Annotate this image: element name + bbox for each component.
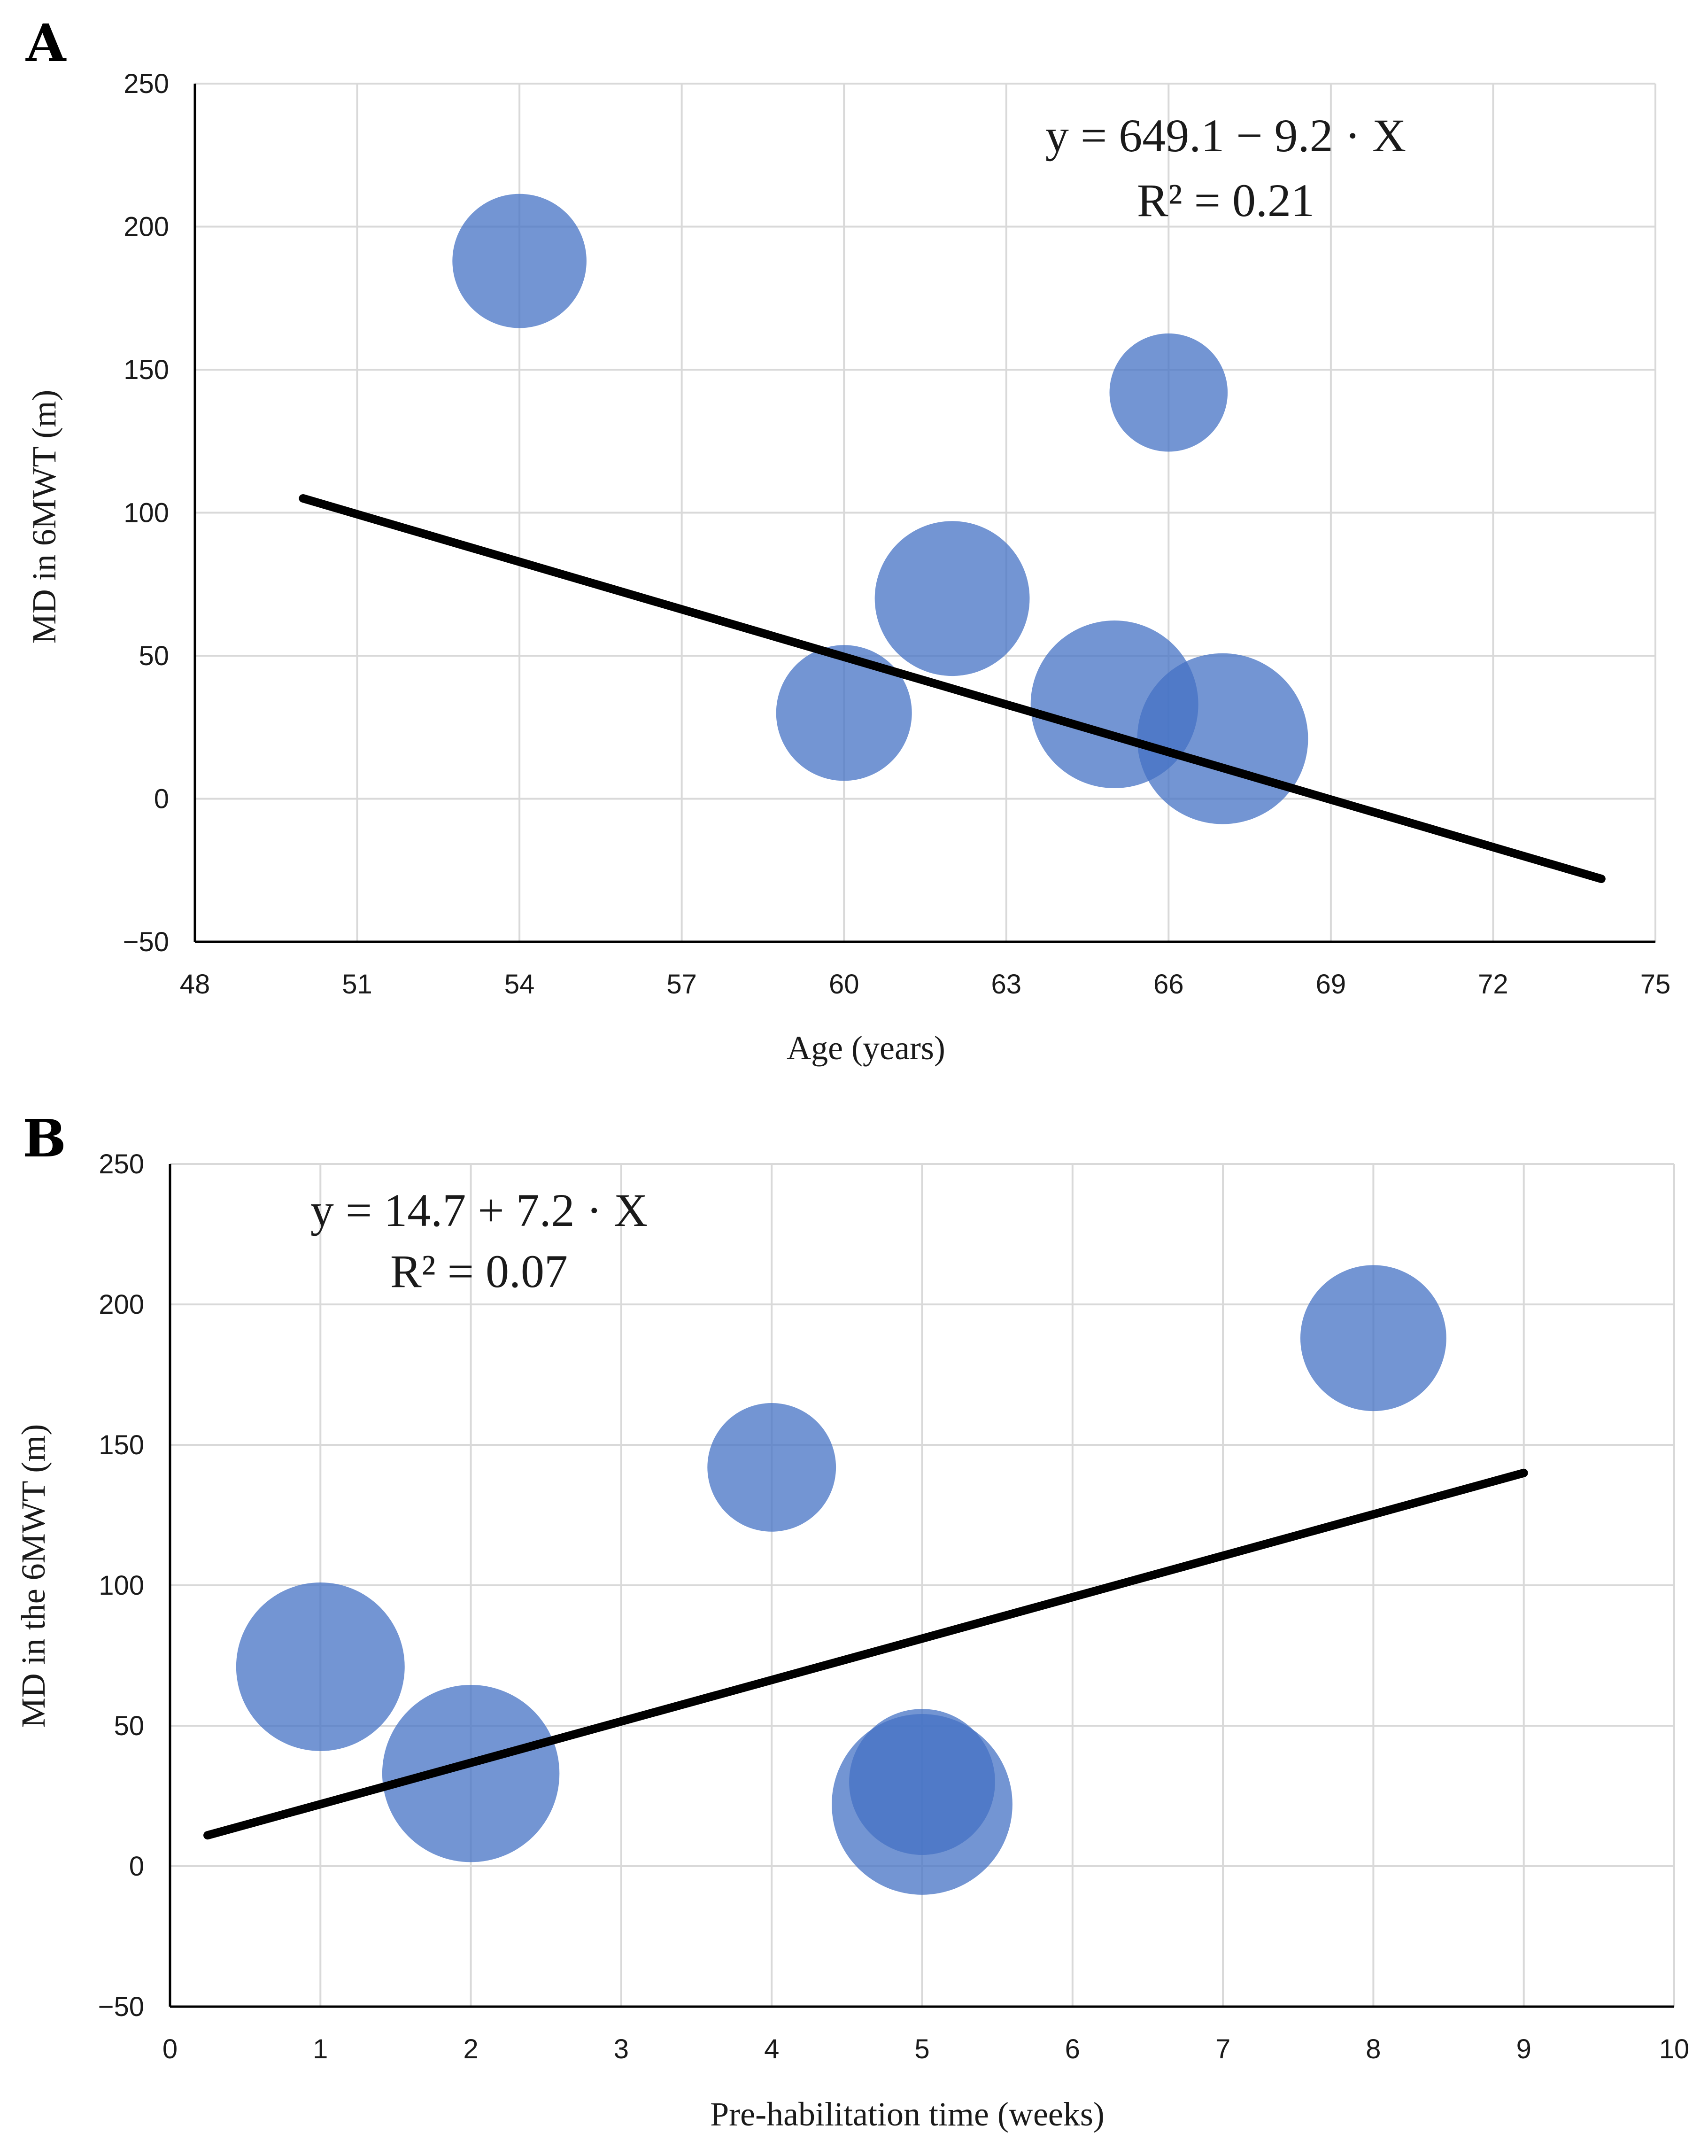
panel-a-x-ticks: 48 51 54 57 60 63 66 69 72 75: [180, 969, 1671, 1000]
panel-b-bubble-0: [236, 1582, 405, 1751]
panel-b-y-axis-label: MD in the 6MWT (m): [15, 1424, 52, 1728]
panel-a-y-tick-label: 200: [124, 212, 169, 242]
panel-b-bubble-1: [382, 1684, 560, 1862]
panel-a-x-axis-label: Age (years): [787, 1029, 945, 1067]
panel-b-x-tick-label: 3: [614, 2034, 629, 2064]
panel-a-x-tick-label: 63: [991, 969, 1022, 1000]
panel-a-y-tick-label: 50: [139, 641, 169, 671]
panel-b-x-tick-label: 7: [1215, 2034, 1230, 2064]
panel-a-y-tick-label: 100: [124, 498, 169, 528]
panel-a-x-tick-label: 60: [829, 969, 859, 1000]
panel-a-y-tick-label: 0: [154, 784, 169, 814]
panel-b-x-tick-label: 10: [1659, 2034, 1690, 2064]
panel-b-bubbles: [236, 1265, 1446, 1895]
panel-b-y-tick-label: 150: [99, 1430, 144, 1460]
panel-b-label: B: [23, 1108, 66, 1169]
panel-a-regression-equation: y = 649.1 − 9.2 · X: [1045, 109, 1406, 162]
panel-a-bubble-1: [1109, 333, 1228, 452]
panel-b-axes-frame: [169, 1164, 1674, 2008]
panel-a-x-tick-label: 48: [180, 969, 210, 1000]
panel-a-trendline-segment: [299, 494, 1606, 884]
panel-a-bubble-2: [874, 521, 1030, 676]
panel-b-y-tick-label: 250: [99, 1149, 144, 1179]
panel-a-y-tick-label: −50: [123, 927, 169, 957]
panel-b-y-tick-label: 200: [99, 1289, 144, 1320]
panel-b-y-tick-label: 0: [129, 1851, 144, 1882]
panel-a-x-tick-label: 72: [1478, 969, 1508, 1000]
panel-b-bubble-5: [1300, 1265, 1446, 1411]
panel-b-x-tick-label: 9: [1516, 2034, 1531, 2064]
panel-b-x-axis-label: Pre-habilitation time (weeks): [710, 2095, 1105, 2133]
panel-a-x-tick-label: 69: [1316, 969, 1346, 1000]
panel-b-regression-equation: y = 14.7 + 7.2 · X: [310, 1184, 648, 1236]
panel-a-axes-frame: [193, 84, 1655, 943]
panel-b-y-ticks: 250 200 150 100 50 0 −50: [98, 1149, 144, 2022]
panel-b-x-ticks: 0 1 2 3 4 5 6 7 8 9 10: [162, 2034, 1689, 2064]
panel-b: B 0 1 2 3 4 5 6 7 8 9 10 250 200 150 100 50 0 −50 Pre-ha…: [15, 1108, 1689, 2133]
panel-a-x-tick-label: 54: [504, 969, 535, 1000]
panel-a-x-tick-label: 57: [666, 969, 697, 1000]
panel-b-x-tick-label: 8: [1366, 2034, 1381, 2064]
panel-a-y-ticks: 250 200 150 100 50 0 −50: [123, 69, 169, 957]
panel-b-bubble-4: [849, 1709, 995, 1855]
panel-a-x-tick-label: 51: [342, 969, 372, 1000]
panel-a-y-tick-label: 250: [124, 69, 169, 99]
panel-a-bubbles: [452, 194, 1308, 824]
panel-a-trendline: [299, 494, 1606, 884]
panel-b-trendline-segment: [203, 1468, 1528, 1840]
panel-b-x-tick-label: 4: [764, 2034, 779, 2064]
panel-b-x-tick-label: 5: [914, 2034, 929, 2064]
panel-b-bubble-2: [707, 1403, 836, 1532]
panel-a-bubble-0: [452, 194, 587, 328]
panel-b-r-squared: R² = 0.07: [390, 1245, 568, 1297]
panel-b-y-tick-label: 100: [99, 1570, 144, 1601]
panel-b-x-tick-label: 0: [162, 2034, 178, 2064]
panel-b-y-tick-label: 50: [114, 1711, 144, 1741]
panel-a-x-tick-label: 66: [1153, 969, 1184, 1000]
panel-a-y-axis-label: MD in 6MWT (m): [25, 390, 63, 644]
panel-b-x-tick-label: 6: [1065, 2034, 1080, 2064]
panel-a-y-tick-label: 150: [124, 355, 169, 385]
panel-a-bubble-3: [776, 645, 912, 781]
panel-b-x-tick-label: 1: [313, 2034, 328, 2064]
panel-b-x-tick-label: 2: [463, 2034, 478, 2064]
panel-a: A 48 51 54 57 60 63 66 69 72 75 250 200 150 100 50 0 −5…: [25, 13, 1670, 1067]
panel-a-bubble-5: [1137, 653, 1308, 824]
panel-b-trendline: [203, 1468, 1528, 1840]
panel-a-label: A: [25, 13, 67, 73]
panel-b-y-tick-label: −50: [98, 1992, 144, 2022]
panel-a-r-squared: R² = 0.21: [1137, 174, 1314, 226]
panel-a-x-tick-label: 75: [1640, 969, 1671, 1000]
panel-a-gridlines: [195, 83, 1656, 942]
